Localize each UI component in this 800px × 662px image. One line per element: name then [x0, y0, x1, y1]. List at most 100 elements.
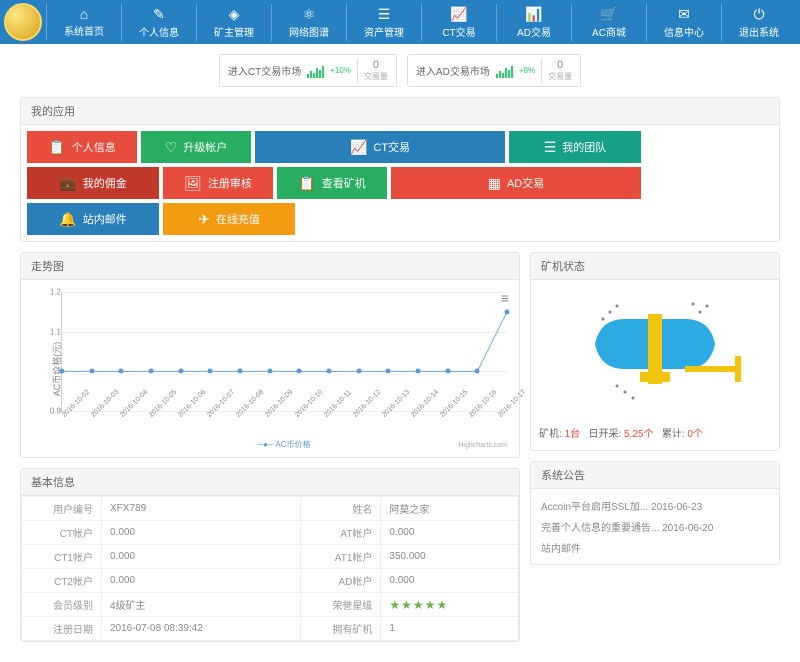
- info-cell: 0.000: [102, 569, 301, 593]
- nav-icon: ✎: [122, 6, 196, 23]
- info-cell: 荣誉星级: [301, 593, 381, 617]
- info-cell: 姓名: [301, 497, 381, 521]
- apps-title: 我的应用: [21, 98, 779, 125]
- nav-item[interactable]: ⌂ 系统首页: [46, 4, 121, 40]
- info-cell: 1: [381, 617, 519, 641]
- market-vol: 0: [364, 59, 388, 71]
- nav-label: CT交易: [442, 28, 475, 39]
- nav-item[interactable]: 📈CT交易: [421, 4, 496, 41]
- market-pct: +8%: [519, 66, 535, 75]
- info-cell: 2016-07-08 08:39:42: [102, 617, 301, 641]
- tile-label: 我的佣金: [83, 175, 127, 191]
- app-tile[interactable]: ☰ 我的团队: [509, 131, 641, 163]
- tile-icon: 🖼: [184, 175, 202, 192]
- tile-icon: ✈: [198, 211, 210, 228]
- info-cell: AT帐户: [301, 521, 381, 545]
- chart-credits: Highcharts.com: [458, 442, 507, 449]
- nav-item[interactable]: ✎ 个人信息: [121, 4, 196, 41]
- info-cell: 阿莫之家: [381, 497, 519, 521]
- nav-item[interactable]: ⚛ 网络图谱: [271, 4, 346, 41]
- info-cell: 4级矿主: [102, 593, 301, 617]
- nav-icon: ⏻: [722, 6, 796, 23]
- top-nav: ⌂ 系统首页 ✎ 个人信息 ◈ 矿主管理 ⚛ 网络图谱 ☰ 资产管理 📈CT交易📊 AD交易 🛒AC商城…: [0, 0, 800, 44]
- notice-title: 系统公告: [531, 462, 779, 489]
- info-cell: 0.000: [381, 521, 519, 545]
- tile-label: 我的团队: [562, 139, 606, 155]
- tile-label: 在线充值: [216, 211, 260, 227]
- app-tile[interactable]: 📋个人信息: [27, 131, 137, 163]
- apps-panel: 我的应用 📋个人信息♡升级帐户 📈 CT交易 ☰ 我的团队 💼我的佣金 🖼 注册审核 📋查看矿机…: [20, 97, 780, 242]
- info-cell: XFX789: [102, 497, 301, 521]
- logo: [4, 3, 42, 41]
- miner-status: 矿机: 1台 日开采: 5.25个 累计: 0个: [537, 421, 773, 444]
- trend-chart: ≡ AC币价格(元) 0.911.11.2 2016-10-022016-10-…: [27, 286, 513, 451]
- info-cell: 用户编号: [22, 497, 102, 521]
- info-cell: 注册日期: [22, 617, 102, 641]
- tile-label: AD交易: [507, 175, 544, 191]
- nav-icon: ◈: [197, 6, 271, 23]
- notice-item[interactable]: Accoin平台启用SSL加... 2016-06-23: [537, 495, 773, 516]
- app-tile[interactable]: 🖼 注册审核: [163, 167, 273, 199]
- nav-icon: 🛒: [572, 6, 646, 23]
- notice-panel: 系统公告 Accoin平台启用SSL加... 2016-06-23完善个人信息的…: [530, 461, 780, 565]
- nav-icon: ⌂: [47, 6, 121, 22]
- app-tile[interactable]: 💼我的佣金: [27, 167, 159, 199]
- notice-list: Accoin平台启用SSL加... 2016-06-23完善个人信息的重要通告.…: [537, 495, 773, 558]
- tile-icon: ☰: [544, 139, 557, 156]
- nav-icon: ⚛: [272, 6, 346, 23]
- info-cell: 拥有矿机: [301, 617, 381, 641]
- nav-item[interactable]: ☰ 资产管理: [346, 4, 421, 41]
- tile-label: CT交易: [373, 139, 410, 155]
- app-tile[interactable]: 📋查看矿机: [277, 167, 387, 199]
- info-cell: CT帐户: [22, 521, 102, 545]
- app-tile[interactable]: 📈 CT交易: [255, 131, 505, 163]
- info-cell: CT1帐户: [22, 545, 102, 569]
- info-cell: 350.000: [381, 545, 519, 569]
- nav-icon: ☰: [347, 6, 421, 23]
- info-cell: AT1帐户: [301, 545, 381, 569]
- tile-label: 站内邮件: [83, 211, 127, 227]
- tile-icon: ▦: [488, 175, 501, 192]
- market-label: 进入CT交易市场: [228, 63, 301, 78]
- nav-icon: 📊: [497, 6, 571, 23]
- tile-label: 注册审核: [208, 175, 252, 191]
- market-vol-label: 交易量: [364, 71, 388, 82]
- nav-item[interactable]: 📊 AD交易: [496, 4, 571, 41]
- market-button[interactable]: 进入AD交易市场+8%0交易量: [407, 54, 581, 87]
- nav-label: 退出系统: [739, 28, 779, 39]
- app-tile[interactable]: ▦ AD交易: [391, 167, 641, 199]
- app-tile[interactable]: ✈ 在线充值: [163, 203, 295, 235]
- chart-panel: 走势图 ≡ AC币价格(元) 0.911.11.2 2016-10-022016…: [20, 252, 520, 458]
- nav-item[interactable]: ⏻ 退出系统: [721, 4, 796, 41]
- market-pct: +10%: [330, 66, 351, 75]
- bars-icon: [496, 64, 513, 78]
- nav-label: 网络图谱: [289, 28, 329, 39]
- market-vol: 0: [548, 59, 572, 71]
- app-tile[interactable]: ♡升级帐户: [141, 131, 251, 163]
- chart-title: 走势图: [21, 253, 519, 280]
- nav-label: AD交易: [517, 28, 551, 39]
- nav-item[interactable]: ◈ 矿主管理: [196, 4, 271, 41]
- nav-label: 个人信息: [139, 28, 179, 39]
- notice-item[interactable]: 站内邮件: [537, 537, 773, 558]
- market-row: 进入CT交易市场+10%0交易量进入AD交易市场+8%0交易量: [20, 54, 780, 87]
- nav-label: 矿主管理: [214, 28, 254, 39]
- notice-item[interactable]: 完善个人信息的重要通告... 2016-06-20: [537, 516, 773, 537]
- info-cell: AD帐户: [301, 569, 381, 593]
- nav-item[interactable]: 🛒AC商城: [571, 4, 646, 41]
- tile-icon: ♡: [165, 139, 178, 156]
- tiles-grid: 📋个人信息♡升级帐户 📈 CT交易 ☰ 我的团队 💼我的佣金 🖼 注册审核 📋查看矿机 ▦ AD交易…: [27, 131, 773, 235]
- info-cell: 会员级别: [22, 593, 102, 617]
- info-cell: ★★★★★: [381, 593, 519, 617]
- info-cell: 0.000: [102, 545, 301, 569]
- info-title: 基本信息: [21, 469, 519, 496]
- info-cell: 0.000: [102, 521, 301, 545]
- nav-item[interactable]: ✉信息中心: [646, 4, 721, 41]
- market-label: 进入AD交易市场: [416, 63, 490, 78]
- market-button[interactable]: 进入CT交易市场 +10% 0交易量: [219, 54, 397, 87]
- app-tile[interactable]: 🔔站内邮件: [27, 203, 159, 235]
- bars-icon: [307, 64, 324, 78]
- tile-icon: 📈: [350, 139, 367, 156]
- nav-label: 系统首页: [64, 27, 104, 38]
- nav-label: 资产管理: [364, 28, 404, 39]
